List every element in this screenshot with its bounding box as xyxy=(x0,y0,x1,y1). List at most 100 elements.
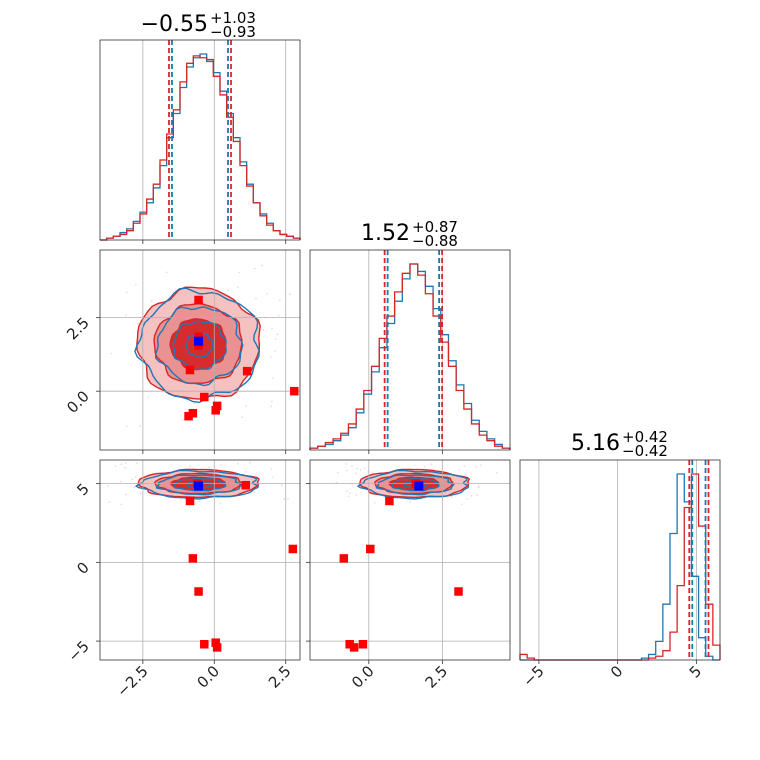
sample-dot xyxy=(355,472,358,475)
sample-dot xyxy=(460,503,463,506)
sample-dot xyxy=(364,467,367,470)
hist-panel-p0 xyxy=(99,39,301,241)
panel-frame xyxy=(99,39,301,241)
x-tick-label: 0.0 xyxy=(194,662,224,692)
blue-contour-line xyxy=(391,478,440,492)
sample-dot xyxy=(346,469,348,472)
x-tick-label: 5 xyxy=(686,662,705,681)
red-square-marker xyxy=(345,640,354,649)
sample-dot xyxy=(274,338,277,340)
panel-bg xyxy=(100,40,300,240)
red-square-marker xyxy=(194,587,203,596)
sample-dot xyxy=(450,495,453,498)
sample-dot xyxy=(245,405,248,407)
y-tick-label: −5 xyxy=(64,637,92,665)
red-square-marker xyxy=(454,587,463,596)
sample-dot xyxy=(274,350,277,352)
title-p1: 1.52 +0.87 −0.88 xyxy=(361,218,458,250)
sample-dot xyxy=(150,299,153,302)
title-p1-plus: +0.87 xyxy=(412,218,458,236)
x-tick-label: 2.5 xyxy=(422,662,452,692)
x-tick-label: −5 xyxy=(519,662,547,690)
sample-dot xyxy=(348,492,351,495)
sample-dot xyxy=(134,476,137,478)
sample-dot xyxy=(466,498,469,500)
title-p2-minus: −0.42 xyxy=(622,442,668,460)
title-p1-main: 1.52 xyxy=(361,221,410,246)
panel-frame xyxy=(99,459,301,661)
sample-dot xyxy=(289,293,291,296)
y-tick-label: 5 xyxy=(73,480,92,499)
red-square-marker xyxy=(185,365,195,375)
panel-frame xyxy=(309,249,511,451)
blue-contour-line xyxy=(172,320,227,371)
sample-dot xyxy=(477,486,480,489)
sample-dot xyxy=(345,463,348,465)
blue-truth-marker xyxy=(414,481,424,491)
sample-dot xyxy=(270,468,273,470)
y-tick-label: 2.5 xyxy=(63,314,93,344)
sample-dot xyxy=(355,494,358,496)
sample-dot xyxy=(347,495,350,498)
x-tick-label: 2.5 xyxy=(265,662,295,692)
red-square-marker xyxy=(212,643,222,652)
sample-dot xyxy=(119,480,122,483)
blue-truth-marker xyxy=(194,336,204,346)
sample-dot xyxy=(280,484,283,487)
sample-dot xyxy=(272,377,274,379)
panel-p1_p2 xyxy=(309,459,511,661)
sample-dot xyxy=(350,465,353,467)
blue-contour-line xyxy=(172,478,227,492)
panel-frame xyxy=(99,249,301,451)
blue-contour-line xyxy=(134,287,261,404)
sample-dot xyxy=(181,418,184,421)
sample-dot xyxy=(495,471,498,474)
blue-truth-marker xyxy=(194,481,204,491)
red-square-marker xyxy=(366,544,375,554)
sample-dot xyxy=(276,333,279,336)
x-tick-label: 0 xyxy=(607,662,626,681)
sample-dot xyxy=(236,286,239,288)
sample-dot xyxy=(219,502,222,505)
red-square-marker xyxy=(200,392,209,402)
sample-dot xyxy=(249,461,251,464)
sample-dot xyxy=(125,425,128,428)
sample-dot xyxy=(133,486,135,489)
red-square-marker xyxy=(241,480,250,490)
y-tick-label: 0 xyxy=(73,558,92,577)
sample-dot xyxy=(458,469,461,472)
sample-dot xyxy=(336,471,339,474)
red-square-marker xyxy=(211,406,220,415)
red-square-marker xyxy=(188,554,198,563)
sample-dot xyxy=(277,314,280,317)
blue-contour-line xyxy=(185,480,214,489)
sample-dot xyxy=(408,500,411,503)
red-square-marker xyxy=(358,640,368,649)
red-square-marker xyxy=(200,640,209,649)
sample-dot xyxy=(107,485,110,487)
sample-dot xyxy=(136,322,139,325)
sample-dot xyxy=(120,463,123,466)
sample-dot xyxy=(114,465,117,468)
sample-dot xyxy=(108,501,111,504)
sample-dot xyxy=(208,467,211,469)
sample-dot xyxy=(270,405,272,408)
sample-dot xyxy=(474,465,477,468)
sample-dot xyxy=(480,464,482,467)
sample-dot xyxy=(125,314,128,317)
red-square-marker xyxy=(349,643,359,652)
sample-dot xyxy=(236,462,239,465)
sample-dot xyxy=(253,267,256,270)
sample-dot xyxy=(464,473,467,476)
sample-dot xyxy=(470,494,473,497)
sample-dot xyxy=(198,500,201,503)
sample-dot xyxy=(136,462,139,465)
panel-bg xyxy=(520,460,720,660)
y-tick-label: 0.0 xyxy=(63,387,93,417)
red-square-marker xyxy=(290,386,299,396)
hist-panel-p2 xyxy=(519,459,721,661)
sample-dot xyxy=(139,492,142,495)
sample-dot xyxy=(278,299,281,302)
sample-dot xyxy=(110,352,113,355)
